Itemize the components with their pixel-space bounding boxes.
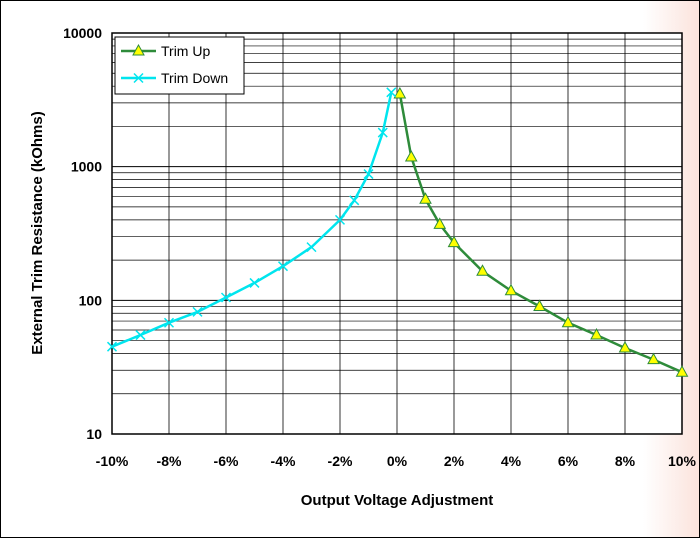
data-point-trim-up [404, 150, 418, 162]
data-point-trim-up [447, 235, 461, 248]
x-tick-label: 8% [615, 453, 636, 469]
y-axis-title: External Trim Resistance (kOhms) [29, 111, 46, 354]
data-point-trim-up [675, 365, 689, 377]
legend-marker-trim-down [133, 72, 144, 84]
data-point-trim-down [220, 292, 232, 303]
data-point-trim-down [386, 87, 397, 98]
data-point-trim-down [306, 242, 317, 253]
legend-label-trim-up: Trim Up [161, 43, 210, 59]
data-point-trim-down [349, 195, 360, 206]
data-point-trim-up [561, 315, 575, 328]
data-point-trim-up [393, 86, 407, 99]
x-tick-label: -8% [157, 453, 182, 469]
legend-box [114, 36, 245, 95]
x-tick-label: 4% [501, 453, 522, 469]
x-tick-label: 10% [668, 453, 697, 469]
tick-labels: -10% -8% -6% -4% -2% 0% 2% 4% 6% 8% 10% 10 100 1000 10… [63, 25, 696, 469]
y-tick-label: 10000 [63, 25, 102, 41]
data-point-trim-down [192, 306, 203, 317]
data-point-trim-down [249, 277, 260, 288]
data-point-trim-down [363, 169, 374, 180]
y-tick-label: 1000 [71, 159, 102, 175]
data-point-trim-down [135, 330, 146, 341]
data-point-trim-up [433, 217, 447, 229]
data-point-trim-up [504, 283, 518, 296]
x-tick-label: -4% [271, 453, 296, 469]
legend-label-trim-down: Trim Down [161, 70, 228, 86]
x-tick-label: -6% [214, 453, 239, 469]
x-axis-title: Output Voltage Adjustment [301, 492, 494, 509]
y-tick-label: 10 [86, 426, 102, 442]
x-tick-label: 6% [558, 453, 579, 469]
x-tick-label: 2% [444, 453, 465, 469]
data-point-trim-up [647, 352, 660, 365]
data-point-trim-down [334, 214, 346, 225]
data-point-trim-down [106, 341, 118, 352]
data-point-trim-up [476, 264, 489, 276]
legend: Trim Up Trim Down [114, 36, 245, 95]
data-point-trim-down [277, 261, 289, 272]
legend-marker-trim-up [132, 43, 145, 56]
data-point-trim-up [618, 340, 632, 353]
data-point-trim-up [419, 192, 432, 204]
data-point-trim-down [163, 317, 175, 328]
x-tick-label: 0% [387, 453, 408, 469]
x-tick-label: -2% [328, 453, 353, 469]
data-point-trim-up [533, 299, 546, 311]
data-point-trim-down [377, 127, 388, 138]
series-layer [106, 86, 689, 377]
x-tick-label: -10% [96, 453, 129, 469]
y-tick-label: 100 [79, 292, 103, 308]
data-point-trim-up [590, 328, 603, 340]
